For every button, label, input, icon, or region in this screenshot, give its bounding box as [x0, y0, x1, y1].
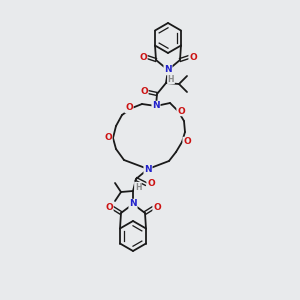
- Text: N: N: [144, 164, 152, 173]
- Text: O: O: [104, 134, 112, 142]
- Text: O: O: [125, 103, 133, 112]
- Text: N: N: [129, 200, 137, 208]
- Text: O: O: [139, 52, 147, 62]
- Text: O: O: [140, 88, 148, 97]
- Text: N: N: [164, 65, 172, 74]
- Text: O: O: [189, 52, 197, 62]
- Text: O: O: [183, 137, 191, 146]
- Text: H: H: [135, 182, 141, 191]
- Text: O: O: [147, 179, 155, 188]
- Text: N: N: [152, 101, 160, 110]
- Text: O: O: [105, 203, 113, 212]
- Text: O: O: [177, 106, 185, 116]
- Text: H: H: [168, 74, 174, 83]
- Text: O: O: [153, 203, 161, 212]
